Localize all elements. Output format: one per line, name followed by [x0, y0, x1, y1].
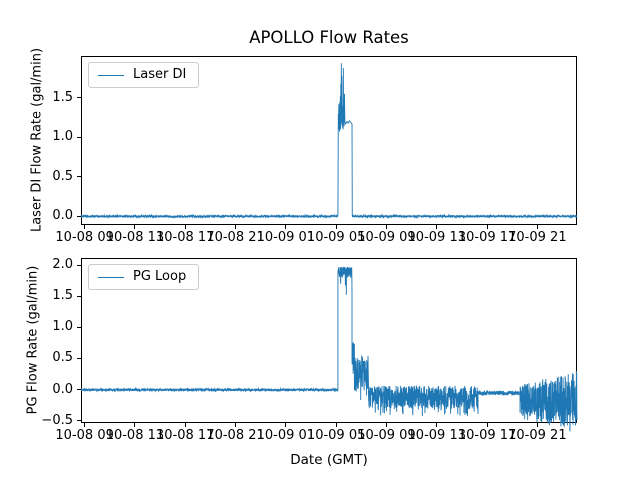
- x-tick-mark: [486, 423, 488, 427]
- y-tick-label: 1.5: [52, 89, 73, 105]
- legend-line-sample: [98, 74, 124, 76]
- y-tick-label: 0.0: [52, 381, 73, 397]
- x-tick-mark: [385, 423, 387, 427]
- x-tick-mark: [486, 225, 488, 229]
- y-tick-mark: [77, 389, 81, 390]
- x-tick-label: 10-08 21: [206, 230, 265, 245]
- x-tick-mark: [335, 225, 337, 229]
- legend-label-laser-di: Laser DI: [133, 67, 187, 82]
- x-tick-mark: [536, 225, 538, 229]
- y-tick-label: 1.5: [52, 288, 73, 304]
- chart-title: APOLLO Flow Rates: [249, 28, 409, 47]
- y-tick-label: 0.5: [52, 168, 73, 184]
- x-tick-mark: [436, 225, 438, 229]
- x-tick-mark: [235, 225, 237, 229]
- x-tick-label: 10-08 13: [105, 230, 165, 245]
- y-tick-label: 1.0: [52, 319, 73, 335]
- x-tick-label: 10-09 13: [407, 428, 466, 443]
- x-tick-label: 10-08 17: [156, 230, 215, 245]
- x-tick-label: 10-09 17: [457, 428, 517, 443]
- x-tick-label: 10-09 01: [256, 230, 316, 245]
- y-tick-label: −0.5: [41, 412, 73, 428]
- x-tick-mark: [184, 225, 186, 229]
- y-tick-label: 0.0: [52, 208, 73, 224]
- x-tick-mark: [285, 225, 287, 229]
- x-tick-label: 10-09 01: [256, 428, 316, 443]
- x-tick-label: 10-09 09: [357, 230, 416, 245]
- x-tick-mark: [84, 423, 86, 427]
- y-tick-mark: [77, 326, 81, 328]
- y-tick-mark: [77, 215, 81, 217]
- y-tick-mark: [77, 420, 81, 422]
- x-tick-label: 10-08 17: [156, 428, 215, 443]
- x-tick-mark: [134, 225, 136, 229]
- x-tick-label: 10-08 09: [55, 230, 114, 245]
- x-tick-mark: [235, 423, 237, 427]
- x-tick-label: 10-09 21: [508, 428, 567, 443]
- legend-bottom: PG Loop: [88, 264, 200, 290]
- legend-label-pg-loop: PG Loop: [133, 269, 187, 284]
- y-tick-label: 0.5: [52, 350, 73, 366]
- x-tick-label: 10-09 09: [357, 428, 416, 443]
- x-tick-mark: [335, 423, 337, 427]
- x-tick-mark: [84, 225, 86, 229]
- x-tick-mark: [536, 423, 538, 427]
- x-tick-label: 10-09 21: [508, 230, 567, 245]
- y-tick-mark: [77, 357, 81, 359]
- y-tick-label: 1.0: [52, 129, 73, 145]
- x-tick-mark: [436, 423, 438, 427]
- legend-top: Laser DI: [88, 62, 200, 88]
- y-tick-mark: [77, 264, 81, 266]
- x-tick-mark: [184, 423, 186, 427]
- x-tick-label: 10-08 21: [206, 428, 265, 443]
- y-tick-label: 2.0: [52, 257, 73, 273]
- x-tick-label: 10-09 13: [407, 230, 466, 245]
- x-tick-label: 10-08 13: [105, 428, 165, 443]
- x-tick-mark: [285, 423, 287, 427]
- legend-line-sample: [98, 276, 124, 278]
- x-axis-label: Date (GMT): [290, 452, 368, 468]
- x-tick-label: 10-08 09: [55, 428, 114, 443]
- y-tick-mark: [77, 176, 81, 178]
- x-tick-label: 10-09 05: [306, 230, 366, 245]
- x-tick-label: 10-09 05: [306, 428, 366, 443]
- x-tick-mark: [134, 423, 136, 427]
- x-tick-label: 10-09 17: [457, 230, 517, 245]
- y-tick-mark: [77, 97, 81, 99]
- y-tick-mark: [77, 295, 81, 297]
- x-tick-mark: [385, 225, 387, 229]
- y-tick-mark: [77, 136, 81, 138]
